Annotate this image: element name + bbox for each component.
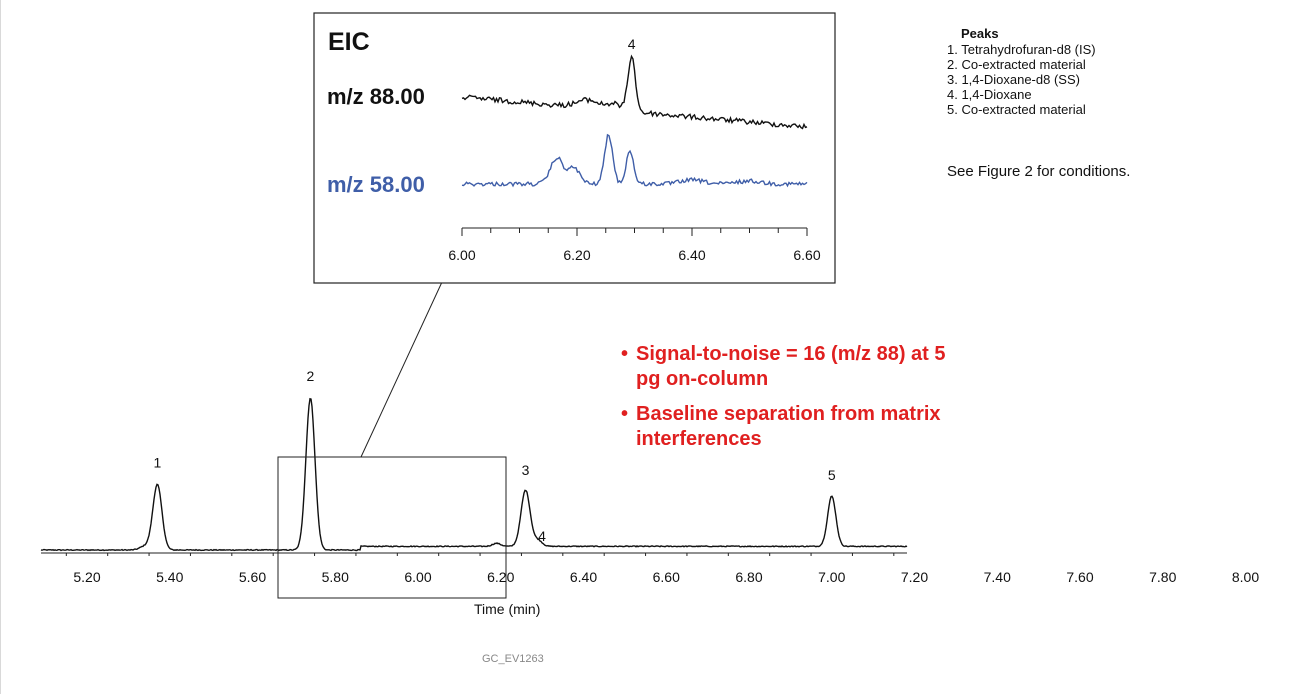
x-tick-label: 6.60 (653, 569, 680, 585)
legend-item: 5. Co-extracted material (947, 102, 1086, 117)
main-peak-labels: 1 2 3 4 5 (153, 368, 835, 544)
eic-series-label-88: m/z 88.00 (327, 84, 425, 109)
legend-title: Peaks (961, 26, 999, 41)
figure-code: GC_EV1263 (482, 653, 544, 665)
x-tick-label: 8.00 (1232, 569, 1259, 585)
x-tick-label: 6.20 (487, 569, 514, 585)
eic-traces: 4 (461, 36, 808, 188)
x-tick-label: 5.60 (239, 569, 266, 585)
highlight-bullets: Signal-to-noise = 16 (m/z 88) at 5 pg on… (621, 342, 961, 462)
eic-series-label-58: m/z 58.00 (327, 172, 425, 197)
legend-item: 4. 1,4-Dioxane (947, 87, 1032, 102)
eic-inset-box (313, 12, 836, 284)
zoom-connector-line (360, 281, 443, 458)
legend-item: 1. Tetrahydrofuran-d8 (IS) (947, 42, 1096, 57)
x-tick-label: 7.20 (901, 569, 928, 585)
eic-trace-mz58 (461, 133, 808, 188)
peaks-legend: Peaks 1. Tetrahydrofuran-d8 (IS) 2. Co-e… (947, 26, 1096, 117)
x-tick-label: 6.40 (570, 569, 597, 585)
x-tick-label: 5.80 (322, 569, 349, 585)
legend-item: 3. 1,4-Dioxane-d8 (SS) (947, 72, 1080, 87)
x-tick-label: 5.20 (73, 569, 100, 585)
x-tick-label: 5.40 (156, 569, 183, 585)
zoom-region-box (277, 456, 507, 599)
conditions-note: See Figure 2 for conditions. (947, 163, 1131, 180)
eic-peak-label-4: 4 (628, 36, 636, 52)
x-tick-label: 7.00 (818, 569, 845, 585)
x-tick-label: 7.40 (984, 569, 1011, 585)
x-axis-title: Time (min) (474, 601, 541, 617)
bullet-item: Baseline separation from matrix interfer… (621, 402, 961, 452)
peak-label-3: 3 (522, 462, 530, 478)
main-trace (40, 397, 908, 552)
eic-axis: 6.00 6.20 6.40 6.60 (448, 227, 821, 263)
x-tick-label: 6.80 (735, 569, 762, 585)
eic-tick-label: 6.60 (793, 247, 820, 263)
eic-tick-label: 6.00 (448, 247, 475, 263)
x-tick-label: 7.60 (1066, 569, 1093, 585)
main-trace-line (40, 397, 908, 552)
peak-label-5: 5 (828, 467, 836, 483)
x-tick-label: 6.00 (404, 569, 431, 585)
eic-trace-mz88 (461, 54, 808, 130)
main-axis: 5.20 5.40 5.60 5.80 6.00 6.20 6.40 6.60 6.80 7.00… (41, 552, 1259, 585)
eic-tick-label: 6.40 (678, 247, 705, 263)
peak-label-2: 2 (307, 368, 315, 384)
bullet-item: Signal-to-noise = 16 (m/z 88) at 5 pg on… (621, 342, 961, 392)
x-tick-label: 7.80 (1149, 569, 1176, 585)
eic-title: EIC (328, 28, 370, 56)
peak-label-1: 1 (153, 455, 161, 471)
eic-tick-label: 6.20 (563, 247, 590, 263)
legend-item: 2. Co-extracted material (947, 57, 1086, 72)
peak-label-4: 4 (538, 528, 546, 544)
